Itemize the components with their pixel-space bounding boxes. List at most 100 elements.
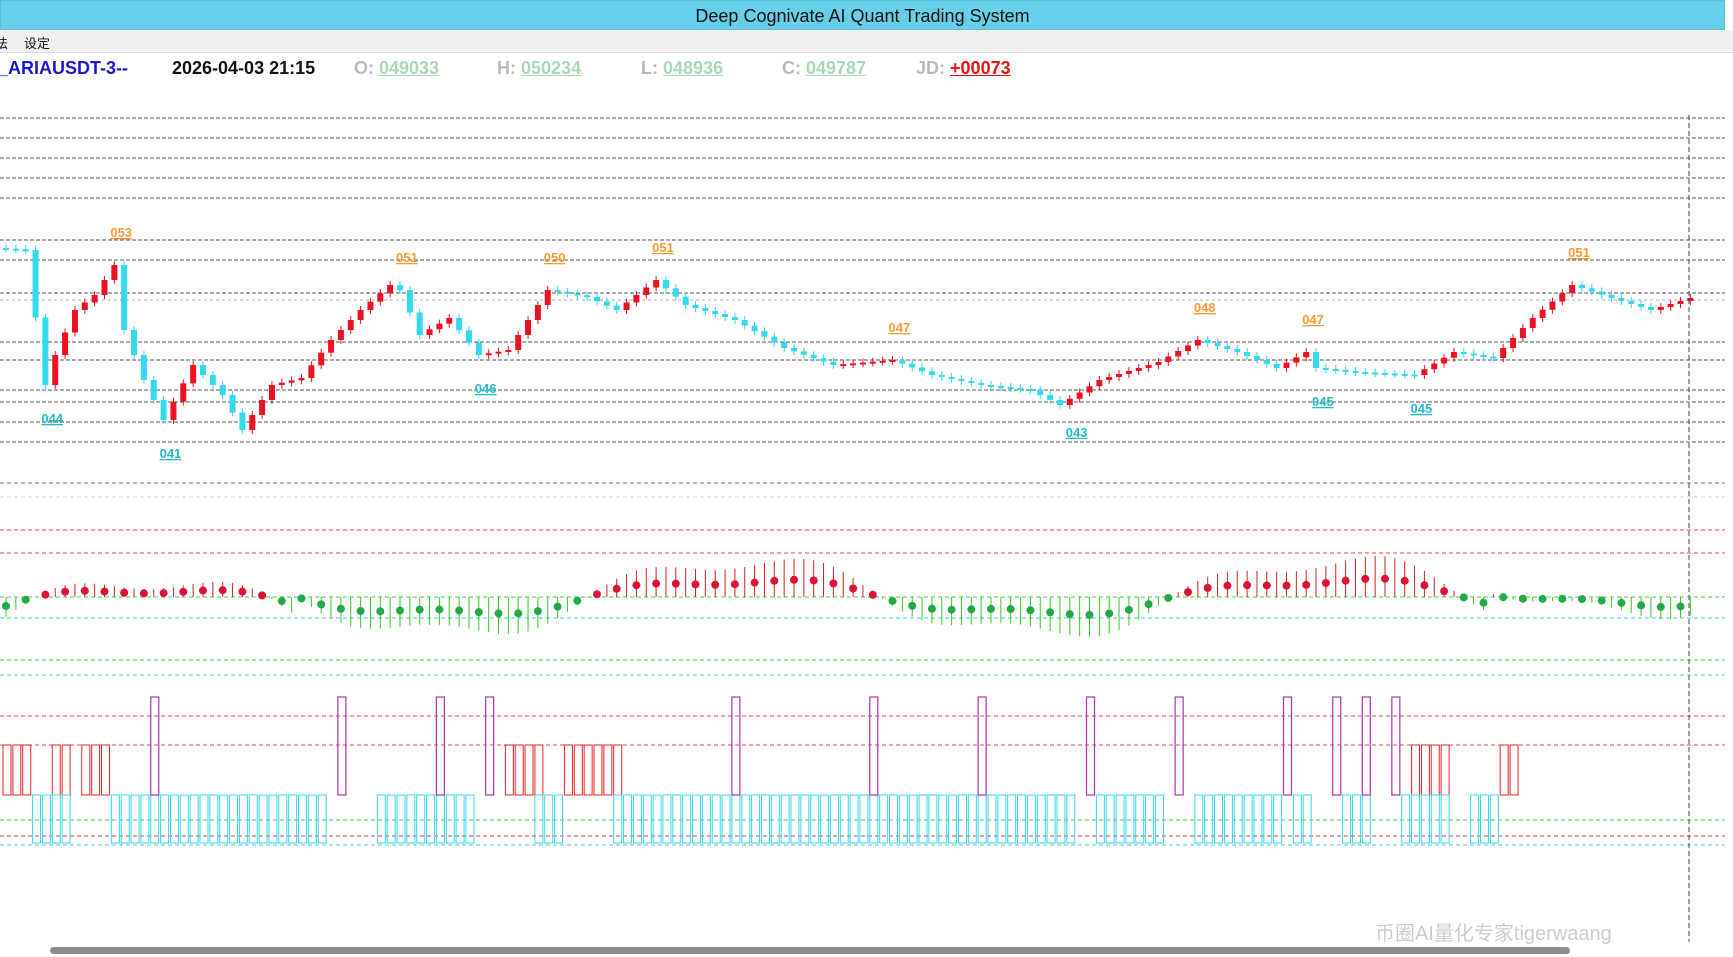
candle-body bbox=[209, 375, 216, 385]
signal-purple-bar bbox=[1332, 696, 1342, 796]
menu-item-0[interactable]: 法 bbox=[0, 36, 9, 51]
signal-red-bar bbox=[1499, 744, 1509, 796]
price-grid-lines bbox=[0, 117, 1725, 443]
oscillator-dot bbox=[1361, 574, 1370, 583]
candle-body bbox=[830, 361, 837, 365]
signal-cyan-bar bbox=[613, 794, 623, 844]
signal-cyan-bar bbox=[1194, 794, 1204, 844]
oscillator-dot bbox=[671, 579, 680, 588]
candle-body bbox=[1608, 294, 1615, 298]
signal-cyan-bar bbox=[928, 794, 938, 844]
candle-body bbox=[1628, 301, 1635, 304]
signal-purple-bar bbox=[1174, 696, 1184, 796]
oscillator-dot bbox=[829, 579, 838, 588]
low-value: 048936 bbox=[663, 58, 724, 78]
oscillator-dot bbox=[297, 594, 306, 603]
candle-body bbox=[1579, 285, 1585, 289]
oscillator-dot bbox=[336, 604, 345, 613]
candle-body bbox=[1598, 291, 1605, 295]
signal-cyan-bar bbox=[1470, 794, 1480, 844]
oscillator-dot bbox=[396, 606, 404, 615]
price-label: 050 bbox=[544, 250, 566, 265]
candle-body bbox=[761, 331, 768, 337]
signal-red-bar bbox=[12, 744, 22, 796]
signal-cyan-bar bbox=[396, 794, 406, 844]
signal-cyan-bar bbox=[288, 794, 298, 844]
candle-body bbox=[200, 365, 206, 375]
oscillator-dot bbox=[494, 609, 503, 618]
candle-body bbox=[771, 336, 778, 343]
jd-readout: JD: +00073 bbox=[916, 58, 1011, 79]
candle-body bbox=[111, 265, 118, 280]
candle-body bbox=[150, 380, 157, 400]
candle-body bbox=[1283, 362, 1290, 368]
signal-cyan-bar bbox=[1480, 794, 1489, 844]
signal-cyan-bar bbox=[248, 794, 258, 844]
close-value: 049787 bbox=[806, 58, 867, 78]
candle-body bbox=[229, 395, 236, 413]
candle-body bbox=[1519, 328, 1526, 338]
candle-body bbox=[446, 318, 453, 324]
horizontal-scrollbar[interactable] bbox=[50, 947, 1570, 954]
candle-body bbox=[889, 360, 896, 362]
price-label: 045 bbox=[1312, 394, 1334, 409]
candle-body bbox=[1480, 355, 1487, 357]
candle-body bbox=[347, 320, 354, 330]
oscillator-dot bbox=[1479, 598, 1488, 607]
oscillator-dot bbox=[1400, 576, 1409, 585]
chart-area[interactable]: 053 044 041 051 046 050 051 047 043 048 047 045 045 0… bbox=[0, 80, 1733, 945]
signal-cyan-bar bbox=[1430, 794, 1440, 844]
oscillator-dot bbox=[1243, 581, 1252, 590]
candle-body bbox=[988, 385, 994, 387]
signal-cyan-bar bbox=[652, 794, 662, 844]
signal-cyan-bar bbox=[1292, 794, 1302, 844]
signal-cyan-bar bbox=[317, 794, 327, 844]
signal-red-bar bbox=[583, 744, 593, 796]
candle-body bbox=[869, 361, 876, 364]
candle-body bbox=[1322, 368, 1329, 370]
oscillator-dot bbox=[652, 579, 661, 588]
candle-body bbox=[1431, 363, 1438, 370]
signal-purple-bar bbox=[869, 696, 879, 796]
oscillator-dot bbox=[139, 589, 148, 598]
candle-body bbox=[702, 308, 709, 311]
signal-cyan-bar bbox=[140, 794, 150, 844]
candle-body bbox=[1017, 388, 1024, 390]
signal-purple-bar bbox=[435, 696, 445, 796]
candle-body bbox=[239, 412, 246, 430]
signal-red-bar bbox=[534, 744, 544, 796]
candle-body bbox=[42, 317, 49, 385]
high-readout: H: 050234 bbox=[497, 58, 581, 79]
signal-cyan-bar bbox=[445, 794, 455, 844]
oscillator-dot bbox=[356, 606, 365, 615]
candle-body bbox=[1510, 338, 1517, 348]
oscillator-dot bbox=[1164, 593, 1173, 602]
oscillator-dot bbox=[711, 580, 720, 589]
signal-cyan-bar bbox=[672, 794, 682, 844]
candle-body bbox=[1421, 369, 1428, 375]
signal-cyan-bar bbox=[534, 794, 544, 844]
high-value: 050234 bbox=[521, 58, 582, 78]
signal-cyan-bar bbox=[820, 794, 830, 844]
signal-cyan-bar bbox=[1026, 794, 1036, 844]
candle-body bbox=[840, 364, 847, 367]
signal-purple-bar bbox=[731, 696, 741, 796]
signal-cyan-bar bbox=[1401, 794, 1411, 844]
candle-body bbox=[712, 311, 719, 314]
signal-cyan-bar bbox=[1095, 794, 1105, 844]
candle-body bbox=[131, 330, 138, 355]
signal-cyan-bar bbox=[1036, 794, 1046, 844]
candle-body bbox=[1037, 390, 1044, 395]
candle-body bbox=[968, 381, 975, 383]
oscillator-dot bbox=[927, 604, 936, 613]
oscillator-dot bbox=[1617, 598, 1626, 607]
signal-cyan-bar bbox=[32, 794, 42, 844]
oscillator-dot bbox=[376, 607, 385, 616]
menu-item-settings[interactable]: 设定 bbox=[24, 36, 51, 51]
signal-red-bar bbox=[1509, 744, 1519, 796]
signal-cyan-bar bbox=[918, 794, 928, 844]
candle-body bbox=[160, 400, 167, 420]
candle-body bbox=[259, 400, 266, 415]
oscillator-dot bbox=[1006, 605, 1015, 614]
signal-cyan-bar bbox=[1342, 794, 1352, 844]
